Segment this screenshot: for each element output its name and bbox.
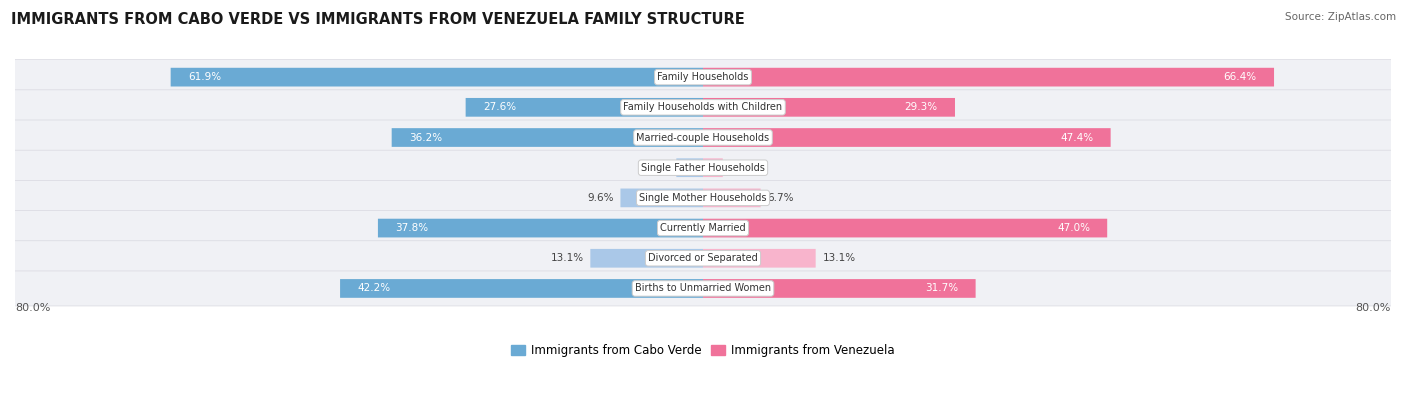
- Text: 3.1%: 3.1%: [643, 163, 669, 173]
- FancyBboxPatch shape: [14, 211, 1392, 246]
- FancyBboxPatch shape: [703, 249, 815, 268]
- FancyBboxPatch shape: [703, 98, 955, 117]
- Text: 31.7%: 31.7%: [925, 284, 959, 293]
- FancyBboxPatch shape: [703, 188, 761, 207]
- FancyBboxPatch shape: [14, 120, 1392, 155]
- Text: Single Father Households: Single Father Households: [641, 163, 765, 173]
- Text: Divorced or Separated: Divorced or Separated: [648, 253, 758, 263]
- Text: Family Households with Children: Family Households with Children: [623, 102, 783, 112]
- Text: 80.0%: 80.0%: [1355, 303, 1391, 313]
- Text: 47.4%: 47.4%: [1060, 132, 1094, 143]
- FancyBboxPatch shape: [591, 249, 703, 268]
- FancyBboxPatch shape: [14, 181, 1392, 215]
- FancyBboxPatch shape: [14, 241, 1392, 276]
- FancyBboxPatch shape: [465, 98, 703, 117]
- FancyBboxPatch shape: [392, 128, 703, 147]
- FancyBboxPatch shape: [676, 158, 703, 177]
- Text: 37.8%: 37.8%: [395, 223, 429, 233]
- Text: 27.6%: 27.6%: [482, 102, 516, 112]
- FancyBboxPatch shape: [703, 128, 1111, 147]
- FancyBboxPatch shape: [703, 219, 1107, 237]
- Text: Family Households: Family Households: [658, 72, 748, 82]
- Text: Single Mother Households: Single Mother Households: [640, 193, 766, 203]
- FancyBboxPatch shape: [703, 158, 723, 177]
- Text: 47.0%: 47.0%: [1057, 223, 1090, 233]
- FancyBboxPatch shape: [14, 271, 1392, 306]
- Text: IMMIGRANTS FROM CABO VERDE VS IMMIGRANTS FROM VENEZUELA FAMILY STRUCTURE: IMMIGRANTS FROM CABO VERDE VS IMMIGRANTS…: [11, 12, 745, 27]
- Text: 61.9%: 61.9%: [188, 72, 221, 82]
- Text: Married-couple Households: Married-couple Households: [637, 132, 769, 143]
- Text: Source: ZipAtlas.com: Source: ZipAtlas.com: [1285, 12, 1396, 22]
- Text: 13.1%: 13.1%: [550, 253, 583, 263]
- FancyBboxPatch shape: [14, 60, 1392, 95]
- Text: 36.2%: 36.2%: [409, 132, 441, 143]
- Text: Currently Married: Currently Married: [661, 223, 745, 233]
- Text: 6.7%: 6.7%: [768, 193, 794, 203]
- FancyBboxPatch shape: [703, 279, 976, 298]
- Text: 13.1%: 13.1%: [823, 253, 856, 263]
- Text: 66.4%: 66.4%: [1223, 72, 1257, 82]
- FancyBboxPatch shape: [620, 188, 703, 207]
- Text: 9.6%: 9.6%: [588, 193, 613, 203]
- FancyBboxPatch shape: [340, 279, 703, 298]
- Text: 80.0%: 80.0%: [15, 303, 51, 313]
- FancyBboxPatch shape: [14, 90, 1392, 125]
- Text: 42.2%: 42.2%: [357, 284, 391, 293]
- Text: 2.3%: 2.3%: [730, 163, 756, 173]
- FancyBboxPatch shape: [170, 68, 703, 87]
- FancyBboxPatch shape: [14, 150, 1392, 185]
- FancyBboxPatch shape: [703, 68, 1274, 87]
- Text: 29.3%: 29.3%: [904, 102, 938, 112]
- Legend: Immigrants from Cabo Verde, Immigrants from Venezuela: Immigrants from Cabo Verde, Immigrants f…: [506, 339, 900, 362]
- FancyBboxPatch shape: [378, 219, 703, 237]
- Text: Births to Unmarried Women: Births to Unmarried Women: [636, 284, 770, 293]
